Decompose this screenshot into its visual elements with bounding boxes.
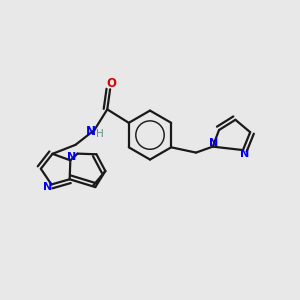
- Text: H: H: [96, 129, 104, 139]
- Text: N: N: [86, 125, 96, 138]
- Text: N: N: [67, 152, 76, 162]
- Text: N: N: [209, 138, 218, 148]
- Text: N: N: [43, 182, 52, 192]
- Text: O: O: [106, 77, 116, 90]
- Text: N: N: [240, 149, 249, 159]
